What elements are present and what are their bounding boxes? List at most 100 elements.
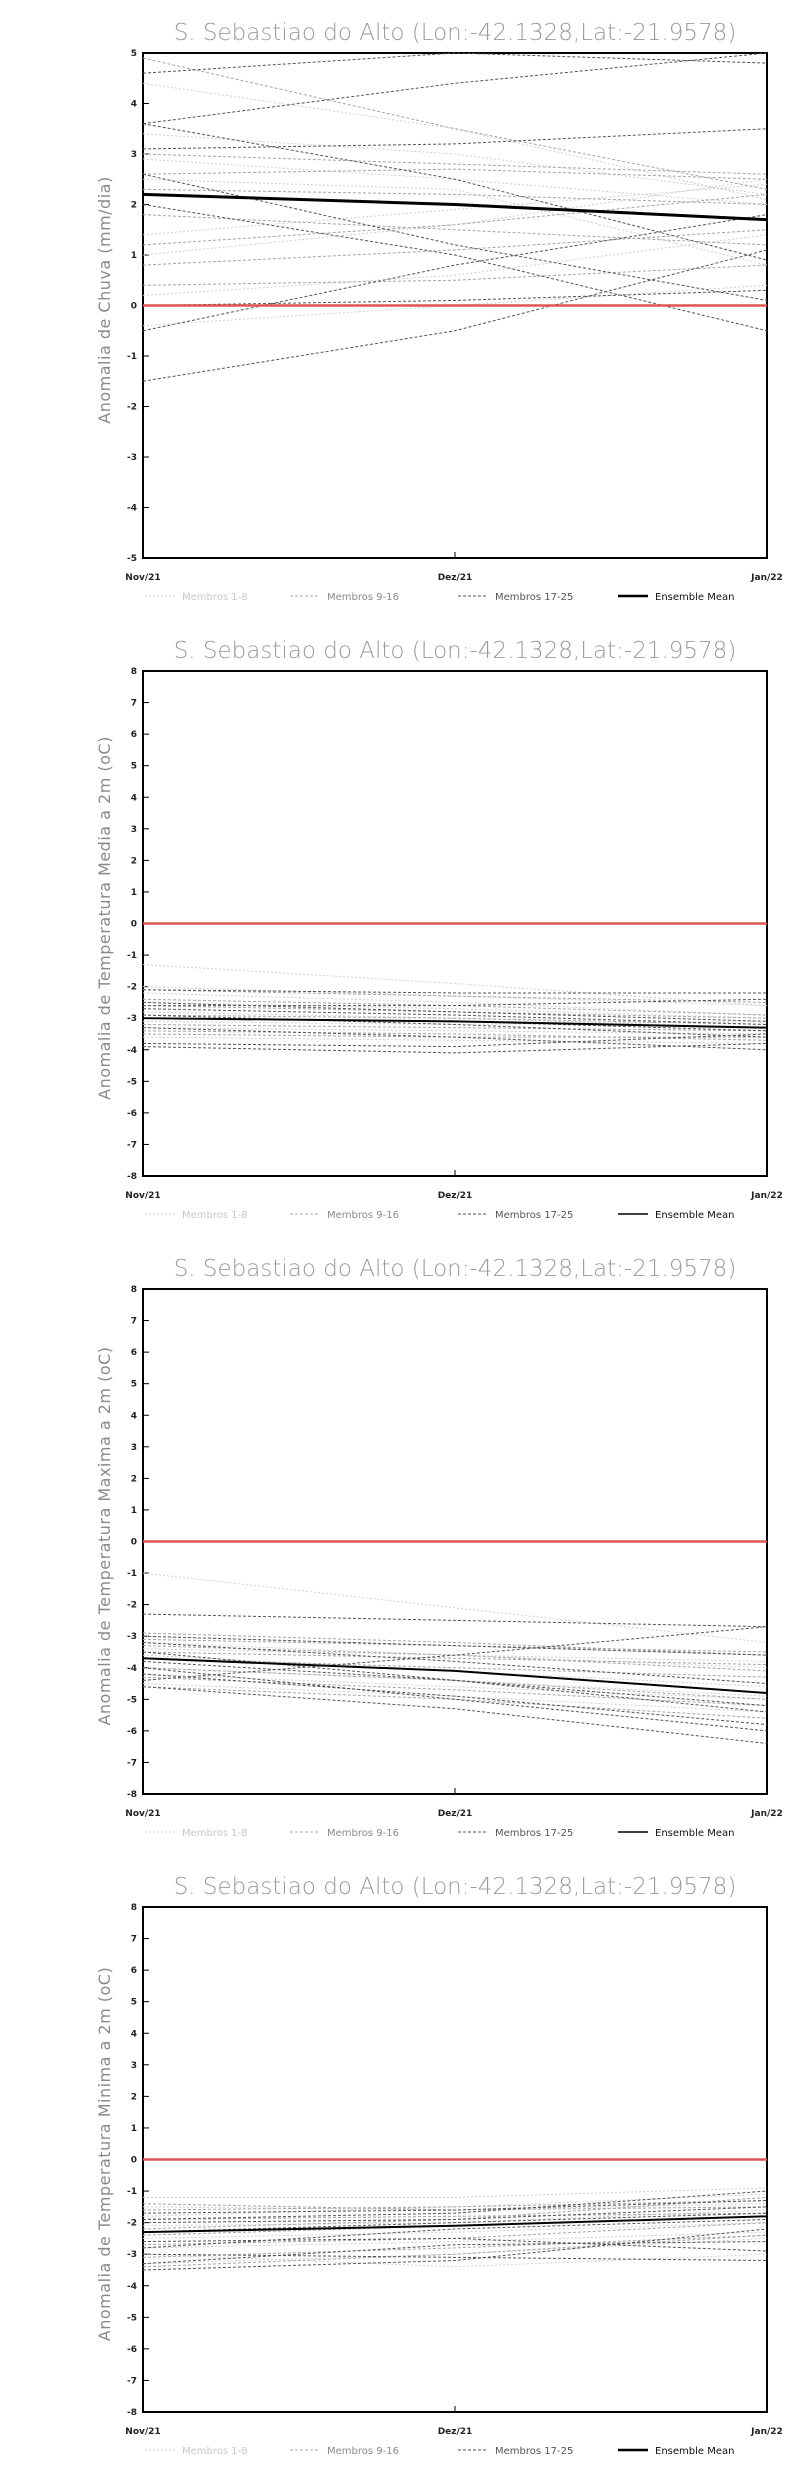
member-line xyxy=(142,1036,768,1044)
y-tick-label: -2 xyxy=(127,983,137,993)
y-tick-label: -4 xyxy=(127,2282,137,2292)
y-tick-label: -3 xyxy=(127,2250,137,2260)
member-line xyxy=(142,153,768,175)
member-line xyxy=(142,264,768,286)
member-line xyxy=(142,1673,768,1700)
member-line xyxy=(143,2187,768,2198)
y-tick-label: -6 xyxy=(127,1109,137,1119)
y-tick-label: -7 xyxy=(127,1758,137,1768)
x-tick-label: Nov/21 xyxy=(125,1809,160,1819)
member-line xyxy=(142,989,768,1003)
member-line xyxy=(142,1027,768,1051)
legend-label: Membros 9-16 xyxy=(327,1210,399,1221)
member-line xyxy=(142,2237,768,2252)
x-tick-labels: Nov/21 Dez/21 Jan/22 xyxy=(125,573,783,583)
member-line xyxy=(142,1642,768,1685)
member-line xyxy=(142,1042,768,1054)
member-line xyxy=(142,234,768,296)
member-line xyxy=(143,998,768,1007)
y-tick-label: 7 xyxy=(131,1935,137,1945)
y-tick-label: 8 xyxy=(131,1285,137,1295)
member-line xyxy=(142,2212,768,2233)
member-line xyxy=(142,1024,768,1032)
y-tick-label: -5 xyxy=(127,2313,137,2323)
chart-panel-temp-minima: S. Sebastiao do Alto (Lon:-42.1328,Lat:-… xyxy=(95,1874,783,2457)
y-tick-label: -1 xyxy=(127,352,137,362)
member-line xyxy=(142,52,768,125)
member-line xyxy=(142,2206,768,2224)
y-tick-label: -1 xyxy=(127,1569,137,1579)
member-line xyxy=(142,1572,768,1643)
y-tick-label: -8 xyxy=(127,1790,137,1800)
x-tick-labels: Nov/21 Dez/21 Jan/22 xyxy=(125,1809,783,1819)
ensemble-mean-line xyxy=(142,1017,768,1029)
y-tick-label: -7 xyxy=(127,2376,137,2386)
y-tick-label: 0 xyxy=(131,920,137,930)
legend-label: Membros 9-16 xyxy=(327,2446,399,2457)
member-line xyxy=(142,1001,768,1022)
member-line xyxy=(142,1686,768,1719)
member-line xyxy=(142,1660,768,1707)
member-line xyxy=(142,168,768,180)
legend-label: Membros 17-25 xyxy=(495,592,573,603)
member-line xyxy=(142,229,768,266)
y-tick-label: -8 xyxy=(127,2408,137,2418)
series-lines xyxy=(142,52,768,382)
y-tick-label: 3 xyxy=(131,150,137,160)
legend-label: Ensemble Mean xyxy=(655,592,734,603)
y-tick-label: -6 xyxy=(127,1727,137,1737)
y-tick-label: 5 xyxy=(131,1380,137,1390)
member-line xyxy=(142,2253,768,2261)
member-line xyxy=(142,1645,768,1672)
member-line xyxy=(142,1001,768,1019)
x-tick-label: Dez/21 xyxy=(438,573,473,583)
member-line xyxy=(142,188,768,205)
y-tick-label: 2 xyxy=(131,201,137,211)
member-line xyxy=(142,133,768,195)
y-tick-label: 6 xyxy=(131,1348,137,1358)
y-tick-label: 4 xyxy=(131,1411,137,1421)
y-tick-label: -2 xyxy=(127,1601,137,1611)
y-tick-label: 6 xyxy=(131,1966,137,1976)
x-tick-label: Dez/21 xyxy=(438,2427,473,2437)
x-tick-label: Jan/22 xyxy=(750,573,783,583)
chart-panel-temp-maxima: S. Sebastiao do Alto (Lon:-42.1328,Lat:-… xyxy=(95,1256,783,1839)
chart-title: S. Sebastiao do Alto (Lon:-42.1328,Lat:-… xyxy=(174,1874,737,1900)
chart-panel-temp-media: S. Sebastiao do Alto (Lon:-42.1328,Lat:-… xyxy=(95,638,783,1221)
series-lines xyxy=(142,922,768,1054)
chart-panel-chuva: S. Sebastiao do Alto (Lon:-42.1328,Lat:-… xyxy=(95,20,783,603)
y-tick-label: 2 xyxy=(131,856,137,866)
series-lines xyxy=(142,2158,768,2271)
legend-label: Membros 17-25 xyxy=(495,1828,573,1839)
chart-title: S. Sebastiao do Alto (Lon:-42.1328,Lat:-… xyxy=(174,1256,737,1282)
member-line xyxy=(142,1673,768,1726)
member-line xyxy=(142,2228,768,2271)
series-lines xyxy=(142,1540,768,1744)
member-line xyxy=(142,989,767,994)
legend-label: Membros 1-8 xyxy=(182,592,248,603)
y-tick-label: -7 xyxy=(127,1140,137,1150)
member-line xyxy=(142,2200,768,2211)
member-line xyxy=(142,123,768,261)
y-tick-label: 0 xyxy=(131,302,137,312)
ensemble-mean-line xyxy=(142,192,768,222)
member-line xyxy=(142,57,768,190)
y-tick-label: -4 xyxy=(127,1046,137,1056)
x-tick-label: Jan/22 xyxy=(750,2427,783,2437)
chart-title: S. Sebastiao do Alto (Lon:-42.1328,Lat:-… xyxy=(174,20,737,46)
member-line xyxy=(142,2234,768,2268)
legend-label: Membros 1-8 xyxy=(182,1828,248,1839)
legend-label: Ensemble Mean xyxy=(655,1210,734,1221)
legend-label: Membros 17-25 xyxy=(495,1210,573,1221)
legend-label: Membros 17-25 xyxy=(495,2446,573,2457)
y-axis-label: Anomalia de Temperatura Media a 2m (oC) xyxy=(95,736,114,1100)
y-tick-label: -6 xyxy=(127,2345,137,2355)
y-tick-label: 6 xyxy=(131,730,137,740)
member-line xyxy=(142,1014,768,1038)
member-line xyxy=(142,249,768,382)
member-line xyxy=(142,2218,768,2249)
x-tick-label: Nov/21 xyxy=(125,573,160,583)
y-tick-label: 5 xyxy=(131,762,137,772)
legend-label: Membros 9-16 xyxy=(327,592,399,603)
